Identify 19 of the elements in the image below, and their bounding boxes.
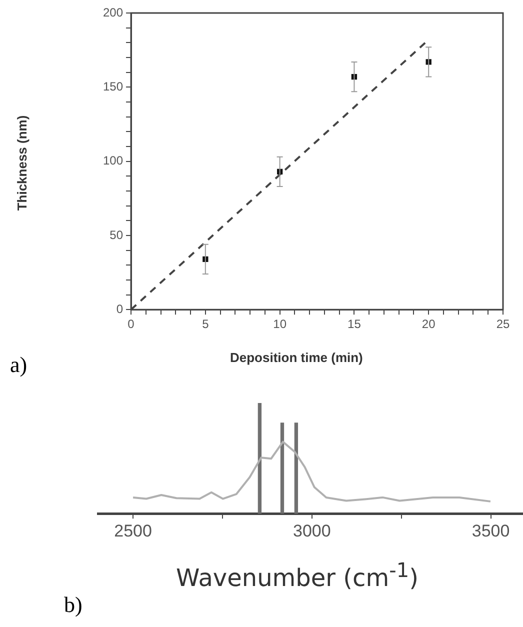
y-tick-label: 100 [102, 154, 124, 168]
x-tick-label: 3000 [293, 521, 331, 540]
y-tick-label: 150 [102, 79, 124, 94]
x-axis-title: Wavenumber (cm$^{-1}$) [176, 558, 418, 592]
y-axis-title: Thickness (nm) [14, 115, 30, 211]
x-tick-label: 5 [202, 317, 210, 332]
y-tick-label: 50 [110, 228, 124, 242]
x-tick-label: 2500 [114, 521, 152, 540]
x-tick-label: 3500 [472, 521, 510, 540]
text: b) [64, 592, 82, 618]
y-tick-label: 200 [102, 5, 124, 20]
y-tick-label: 0 [116, 302, 124, 316]
x-tick-label: 0 [128, 317, 135, 332]
x-axis-title: Deposition time (min) [230, 350, 363, 365]
text: a) [10, 352, 28, 378]
x-tick-label: 25 [496, 317, 510, 332]
x-tick-label: 20 [422, 317, 436, 332]
x-tick-label: 10 [273, 317, 287, 332]
x-tick-label: 15 [348, 317, 362, 332]
